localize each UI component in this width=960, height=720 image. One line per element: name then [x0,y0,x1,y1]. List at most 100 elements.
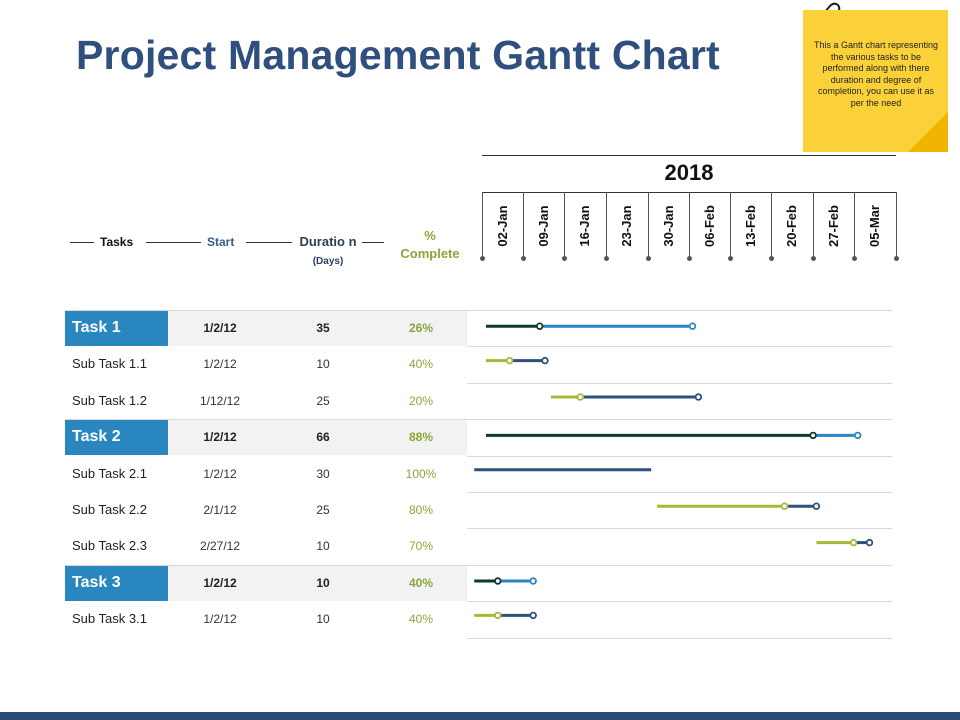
percent-complete: 80% [408,503,434,517]
sticky-note: This a Gantt chart representing the vari… [803,10,948,152]
timeline-tick [896,192,897,258]
start-date: 1/2/12 [203,321,237,335]
percent-complete: 100% [405,466,437,481]
timeline-tick [606,192,607,258]
header-rule [70,242,94,243]
column-header-complete: % Complete [390,227,470,263]
subtask-row: Sub Task 3.1 1/2/12 10 40% [65,601,892,637]
duration-value: 10 [316,612,330,627]
percent-symbol: % [424,228,436,243]
timeline-date-label: 09-Jan [535,205,551,247]
column-header-tasks: Tasks [100,235,134,249]
subtask-row: Sub Task 1.1 1/2/12 10 40% [65,346,892,382]
note-text: This a Gantt chart representing the vari… [813,40,939,108]
start-date: 1/12/12 [199,393,241,408]
start-date: 1/2/12 [203,430,237,445]
year-divider [482,155,896,156]
duration-value: 66 [316,430,330,445]
duration-value: 25 [316,393,330,408]
timeline-date-label: 16-Jan [577,205,592,247]
row-separator [467,346,892,348]
percent-complete: 70% [408,539,434,554]
duration-value: 25 [316,503,330,517]
timeline-date-label: 05-Mar [867,205,882,247]
timeline-tick [854,192,855,258]
duration-value: 10 [316,357,330,372]
timeline-date-label: 23-Jan [619,205,634,247]
timeline-tick [689,192,690,258]
task-row-shade [168,310,467,346]
start-date: 1/2/12 [203,612,237,627]
timeline-date-label: 20-Feb [784,205,799,247]
header-rule [146,242,201,243]
timeline-dot [562,256,567,261]
complete-label: Complete [400,246,460,261]
timeline-date-label: 27-Feb [825,205,841,247]
task-name: Sub Task 3.1 [72,611,147,627]
task-name: Sub Task 2.3 [72,538,147,554]
task-name: Sub Task 1.2 [72,392,147,408]
timeline-dot [769,256,774,261]
timeline-dot [728,256,733,261]
task-row: Task 3 1/2/12 10 40% [65,564,892,601]
timeline-tick [482,192,483,258]
subtask-row: Sub Task 2.2 2/1/12 25 80% [65,492,892,528]
row-separator [65,419,892,421]
timeline-tick [771,192,772,258]
column-header-start: Start [207,235,235,249]
timeline-dot [604,256,609,261]
timeline-dot [521,256,526,261]
timeline-dot [480,256,485,261]
task-row-shade [168,564,467,601]
timeline-tick [523,192,524,258]
row-separator [467,382,892,384]
row-separator [467,492,892,493]
percent-complete: 40% [408,575,434,590]
timeline-dot [852,256,857,261]
percent-complete: 20% [408,393,434,408]
row-separator [65,564,892,566]
timeline-tick [648,192,649,258]
timeline-date-label: 13-Feb [742,205,758,247]
timeline-tick [730,192,731,258]
subtask-row: Sub Task 1.2 1/12/12 25 20% [65,383,892,419]
timeline-dot [687,256,692,261]
row-separator [467,528,892,530]
header-rule [246,242,292,243]
task-name: Sub Task 1.1 [72,356,147,372]
row-separator [65,310,892,311]
start-date: 1/2/12 [203,466,237,481]
task-name: Task 1 [65,310,168,346]
timeline-date-label: 30-Jan [660,205,676,247]
percent-complete: 40% [408,357,434,372]
subtask-row: Sub Task 2.3 2/27/12 10 70% [65,528,892,564]
timeline-dot [894,256,899,261]
row-separator [467,455,892,457]
percent-complete: 26% [408,321,434,335]
timeline-date-label: 06-Feb [701,205,717,247]
duration-value: 30 [316,466,330,481]
timeline-date-label: 02-Jan [494,205,510,247]
percent-complete: 88% [408,430,434,445]
timeline-dot [646,256,651,261]
duration-label: Duratio n [299,234,357,249]
header-rule [362,242,384,243]
task-name: Sub Task 2.2 [72,502,147,517]
start-date: 2/27/12 [199,539,241,554]
task-row: Task 2 1/2/12 66 88% [65,419,892,456]
row-separator [467,601,892,603]
duration-value: 10 [316,575,330,590]
footer-bar [0,712,960,720]
start-date: 2/1/12 [203,503,237,517]
column-header-duration: Duratio n (Days) [298,233,358,271]
duration-unit: (Days) [312,256,344,267]
task-name: Task 2 [65,419,168,456]
duration-value: 10 [316,539,330,554]
timeline-tick [813,192,814,258]
start-date: 1/2/12 [203,575,237,590]
timeline-tick [564,192,565,258]
task-name: Task 3 [65,564,168,601]
duration-value: 35 [316,321,330,335]
task-name: Sub Task 2.1 [72,465,147,481]
year-label: 2018 [664,160,714,185]
